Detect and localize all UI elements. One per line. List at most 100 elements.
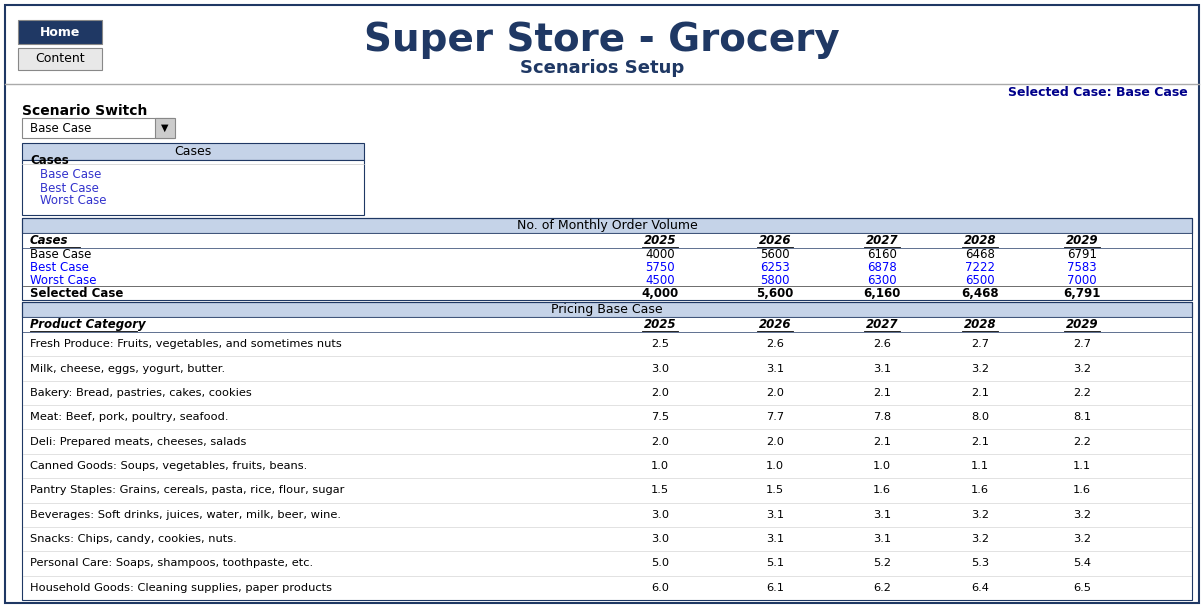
Text: Worst Case: Worst Case <box>40 195 106 207</box>
Text: 2.7: 2.7 <box>1073 339 1091 349</box>
Text: 3.1: 3.1 <box>766 534 784 544</box>
Text: 8.1: 8.1 <box>1073 412 1091 423</box>
Text: 4000: 4000 <box>645 248 674 261</box>
Text: 8.0: 8.0 <box>970 412 988 423</box>
Text: 2029: 2029 <box>1066 318 1098 331</box>
Text: 6,468: 6,468 <box>961 287 999 300</box>
Text: Personal Care: Soaps, shampoos, toothpaste, etc.: Personal Care: Soaps, shampoos, toothpas… <box>30 559 313 568</box>
FancyBboxPatch shape <box>22 143 364 160</box>
Text: Beverages: Soft drinks, juices, water, milk, beer, wine.: Beverages: Soft drinks, juices, water, m… <box>30 510 341 520</box>
FancyBboxPatch shape <box>22 317 1192 332</box>
FancyBboxPatch shape <box>22 118 175 138</box>
Text: 3.1: 3.1 <box>873 364 891 373</box>
Text: 1.5: 1.5 <box>766 485 784 496</box>
FancyBboxPatch shape <box>5 5 1199 603</box>
Text: 1.6: 1.6 <box>970 485 988 496</box>
Text: Cases: Cases <box>30 154 69 167</box>
Text: 6300: 6300 <box>867 274 897 287</box>
Text: 7.5: 7.5 <box>651 412 669 423</box>
Text: 1.6: 1.6 <box>873 485 891 496</box>
Text: 2.5: 2.5 <box>651 339 669 349</box>
Text: 2025: 2025 <box>644 318 677 331</box>
Text: Scenarios Setup: Scenarios Setup <box>520 59 684 77</box>
Text: Scenario Switch: Scenario Switch <box>22 104 147 118</box>
Text: 2.1: 2.1 <box>873 437 891 447</box>
Text: 7583: 7583 <box>1067 261 1097 274</box>
Text: 3.1: 3.1 <box>873 534 891 544</box>
Text: Fresh Produce: Fruits, vegetables, and sometimes nuts: Fresh Produce: Fruits, vegetables, and s… <box>30 339 342 349</box>
Text: 2.0: 2.0 <box>651 437 669 447</box>
Text: Base Case: Base Case <box>30 248 92 261</box>
Text: 7222: 7222 <box>964 261 995 274</box>
Text: 6791: 6791 <box>1067 248 1097 261</box>
Text: 1.1: 1.1 <box>1073 461 1091 471</box>
Text: Cases: Cases <box>175 145 212 158</box>
Text: Home: Home <box>40 26 81 38</box>
Text: 7.8: 7.8 <box>873 412 891 423</box>
Text: Bakery: Bread, pastries, cakes, cookies: Bakery: Bread, pastries, cakes, cookies <box>30 388 252 398</box>
Text: Canned Goods: Soups, vegetables, fruits, beans.: Canned Goods: Soups, vegetables, fruits,… <box>30 461 307 471</box>
Text: 2.1: 2.1 <box>970 437 988 447</box>
Text: 6500: 6500 <box>966 274 995 287</box>
Text: 5.0: 5.0 <box>651 559 669 568</box>
Text: Cases: Cases <box>30 234 69 247</box>
Text: 2029: 2029 <box>1066 234 1098 247</box>
Text: 2026: 2026 <box>759 318 791 331</box>
Text: 3.2: 3.2 <box>970 534 988 544</box>
FancyBboxPatch shape <box>22 160 364 215</box>
Text: Best Case: Best Case <box>30 261 89 274</box>
Text: 3.2: 3.2 <box>1073 510 1091 520</box>
Text: 2.0: 2.0 <box>766 437 784 447</box>
Text: Snacks: Chips, candy, cookies, nuts.: Snacks: Chips, candy, cookies, nuts. <box>30 534 237 544</box>
Text: Worst Case: Worst Case <box>30 274 96 287</box>
FancyBboxPatch shape <box>22 218 1192 233</box>
Text: 3.0: 3.0 <box>651 534 669 544</box>
Text: 5750: 5750 <box>645 261 674 274</box>
Text: 2.7: 2.7 <box>970 339 988 349</box>
Text: 2.2: 2.2 <box>1073 388 1091 398</box>
Text: 3.2: 3.2 <box>970 364 988 373</box>
Text: Super Store - Grocery: Super Store - Grocery <box>364 21 840 59</box>
Text: 2028: 2028 <box>963 318 996 331</box>
Text: 3.1: 3.1 <box>766 510 784 520</box>
Text: 2.1: 2.1 <box>873 388 891 398</box>
Text: 3.2: 3.2 <box>1073 364 1091 373</box>
Text: 5.1: 5.1 <box>766 559 784 568</box>
Text: 2027: 2027 <box>866 234 898 247</box>
Text: 6.0: 6.0 <box>651 583 669 593</box>
Text: Selected Case: Selected Case <box>30 287 123 300</box>
Text: 5.4: 5.4 <box>1073 559 1091 568</box>
Text: 2.2: 2.2 <box>1073 437 1091 447</box>
Text: 1.0: 1.0 <box>766 461 784 471</box>
Text: No. of Monthly Order Volume: No. of Monthly Order Volume <box>517 219 697 232</box>
Text: 5,600: 5,600 <box>756 287 793 300</box>
Text: 6.1: 6.1 <box>766 583 784 593</box>
Text: 3.1: 3.1 <box>873 510 891 520</box>
Text: 2.0: 2.0 <box>651 388 669 398</box>
Text: 5.2: 5.2 <box>873 559 891 568</box>
Text: 5.3: 5.3 <box>970 559 988 568</box>
Text: 5600: 5600 <box>760 248 790 261</box>
Text: Pantry Staples: Grains, cereals, pasta, rice, flour, sugar: Pantry Staples: Grains, cereals, pasta, … <box>30 485 344 496</box>
Text: 6,791: 6,791 <box>1063 287 1100 300</box>
Text: 6160: 6160 <box>867 248 897 261</box>
Text: Meat: Beef, pork, poultry, seafood.: Meat: Beef, pork, poultry, seafood. <box>30 412 229 423</box>
Text: 3.0: 3.0 <box>651 364 669 373</box>
Text: ▼: ▼ <box>161 123 169 133</box>
Text: 6,160: 6,160 <box>863 287 901 300</box>
FancyBboxPatch shape <box>155 118 175 138</box>
Text: 6.5: 6.5 <box>1073 583 1091 593</box>
FancyBboxPatch shape <box>18 48 102 70</box>
Text: 7000: 7000 <box>1067 274 1097 287</box>
Text: 3.1: 3.1 <box>766 364 784 373</box>
Text: 1.6: 1.6 <box>1073 485 1091 496</box>
Text: 2028: 2028 <box>963 234 996 247</box>
Text: 1.1: 1.1 <box>970 461 988 471</box>
Text: Base Case: Base Case <box>30 122 92 134</box>
Text: Best Case: Best Case <box>40 182 99 195</box>
Text: 2.0: 2.0 <box>766 388 784 398</box>
Text: 2.6: 2.6 <box>766 339 784 349</box>
Text: 1.5: 1.5 <box>651 485 669 496</box>
FancyBboxPatch shape <box>18 20 102 44</box>
Text: 6253: 6253 <box>760 261 790 274</box>
